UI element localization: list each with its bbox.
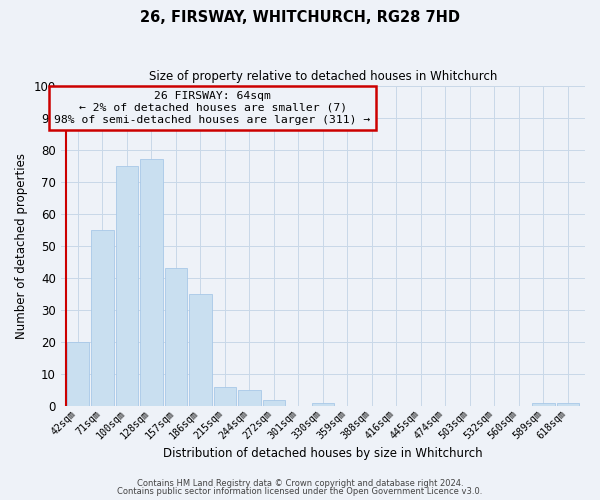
Bar	[91, 230, 113, 406]
Text: Contains HM Land Registry data © Crown copyright and database right 2024.: Contains HM Land Registry data © Crown c…	[137, 478, 463, 488]
Title: Size of property relative to detached houses in Whitchurch: Size of property relative to detached ho…	[149, 70, 497, 83]
Bar	[532, 403, 554, 406]
Bar	[311, 403, 334, 406]
Bar	[67, 342, 89, 406]
Text: Contains public sector information licensed under the Open Government Licence v3: Contains public sector information licen…	[118, 487, 482, 496]
Bar	[557, 403, 579, 406]
Bar	[164, 268, 187, 406]
Bar	[189, 294, 212, 406]
X-axis label: Distribution of detached houses by size in Whitchurch: Distribution of detached houses by size …	[163, 447, 482, 460]
Text: 26 FIRSWAY: 64sqm
← 2% of detached houses are smaller (7)
98% of semi-detached h: 26 FIRSWAY: 64sqm ← 2% of detached house…	[55, 92, 371, 124]
Bar	[116, 166, 138, 406]
Bar	[140, 160, 163, 406]
Bar	[263, 400, 285, 406]
Bar	[238, 390, 260, 406]
Bar	[214, 387, 236, 406]
Y-axis label: Number of detached properties: Number of detached properties	[15, 153, 28, 339]
Text: 26, FIRSWAY, WHITCHURCH, RG28 7HD: 26, FIRSWAY, WHITCHURCH, RG28 7HD	[140, 10, 460, 25]
